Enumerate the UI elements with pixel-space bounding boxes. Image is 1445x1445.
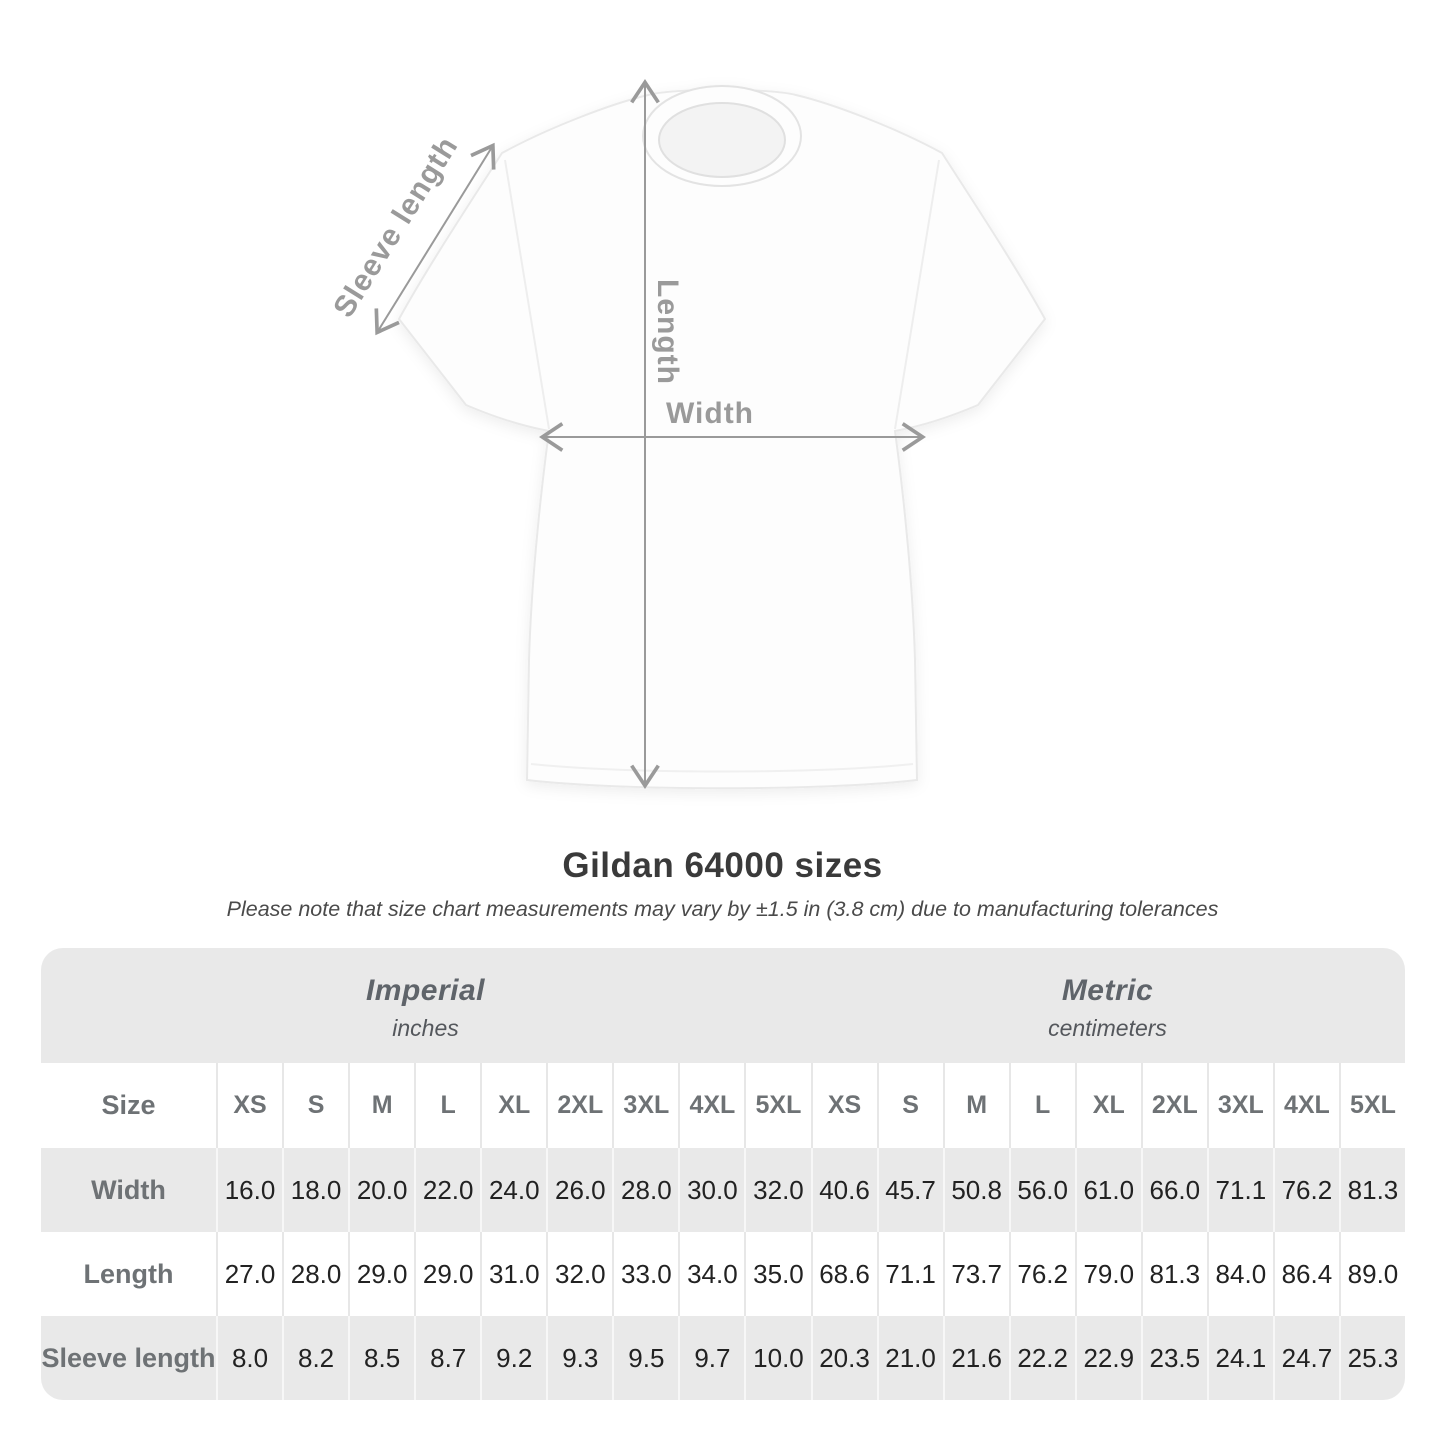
- page-title: Gildan 64000 sizes: [562, 846, 883, 885]
- sleeve-metric-value: 22.2: [1008, 1316, 1075, 1400]
- width-imperial-value: 16.0: [216, 1148, 282, 1232]
- length-imperial-value: 32.0: [546, 1232, 612, 1316]
- metric-unit: centimeters: [1048, 1014, 1167, 1041]
- sleeve-metric-value: 21.0: [876, 1316, 943, 1400]
- width-imperial-value: 28.0: [612, 1148, 678, 1232]
- length-metric-value: 68.6: [810, 1232, 877, 1316]
- right-sleeve-seam: [894, 159, 940, 430]
- width-metric-value: 56.0: [1008, 1148, 1075, 1232]
- table-header-band: Imperial inches Metric centimeters: [41, 948, 1405, 1063]
- sleeve-length-row: Sleeve length 8.0 8.2 8.5 8.7 9.2 9.3 9.…: [41, 1316, 1405, 1400]
- size-col-metric-m: M: [942, 1063, 1009, 1148]
- left-sleeve-seam: [504, 159, 550, 430]
- imperial-section-header: Imperial inches: [41, 948, 810, 1063]
- width-metric-value: 50.8: [942, 1148, 1009, 1232]
- size-col-imperial-m: M: [348, 1063, 414, 1148]
- size-col-imperial-2xl: 2XL: [546, 1063, 612, 1148]
- sleeve-imperial-value: 9.2: [480, 1316, 546, 1400]
- size-col-imperial-xl: XL: [480, 1063, 546, 1148]
- length-metric-value: 81.3: [1140, 1232, 1207, 1316]
- size-col-metric-s: S: [876, 1063, 943, 1148]
- width-imperial-value: 22.0: [414, 1148, 480, 1232]
- width-metric-value: 81.3: [1338, 1148, 1405, 1232]
- sleeve-imperial-value: 8.0: [216, 1316, 282, 1400]
- width-label: Width: [666, 397, 754, 430]
- width-imperial-value: 20.0: [348, 1148, 414, 1232]
- size-header-label: Size: [101, 1090, 156, 1120]
- width-metric-value: 71.1: [1206, 1148, 1273, 1232]
- size-col-metric-2xl: 2XL: [1140, 1063, 1207, 1148]
- length-imperial-value: 29.0: [414, 1232, 480, 1316]
- metric-title: Metric: [1061, 973, 1154, 1007]
- size-col-imperial-5xl: 5XL: [744, 1063, 810, 1148]
- width-imperial-value: 30.0: [678, 1148, 744, 1232]
- sleeve-metric-value: 20.3: [810, 1316, 877, 1400]
- imperial-title: Imperial: [365, 973, 486, 1007]
- size-col-imperial-4xl: 4XL: [678, 1063, 744, 1148]
- length-metric-value: 73.7: [942, 1232, 1009, 1316]
- width-metric-value: 76.2: [1272, 1148, 1339, 1232]
- width-imperial-value: 32.0: [744, 1148, 810, 1232]
- size-col-metric-3xl: 3XL: [1206, 1063, 1273, 1148]
- width-imperial-value: 18.0: [282, 1148, 348, 1232]
- size-col-imperial-l: L: [414, 1063, 480, 1148]
- size-col-metric-4xl: 4XL: [1272, 1063, 1339, 1148]
- width-row-label: Width: [91, 1174, 166, 1205]
- length-imperial-value: 28.0: [282, 1232, 348, 1316]
- size-table: Imperial inches Metric centimeters Size …: [41, 948, 1405, 1400]
- sleeve-metric-value: 22.9: [1074, 1316, 1141, 1400]
- length-imperial-value: 34.0: [678, 1232, 744, 1316]
- width-row: Width 16.0 18.0 20.0 22.0 24.0 26.0 28.0…: [41, 1148, 1405, 1232]
- size-header-row: Size XS S M L XL 2XL 3XL 4XL 5XL XS S M …: [41, 1063, 1405, 1148]
- sleeve-imperial-value: 9.5: [612, 1316, 678, 1400]
- length-metric-value: 84.0: [1206, 1232, 1273, 1316]
- length-imperial-value: 33.0: [612, 1232, 678, 1316]
- length-row-label: Length: [83, 1258, 174, 1289]
- sleeve-imperial-value: 8.7: [414, 1316, 480, 1400]
- metric-section-header: Metric centimeters: [810, 948, 1405, 1063]
- size-col-imperial-xs: XS: [216, 1063, 282, 1148]
- size-col-imperial-3xl: 3XL: [612, 1063, 678, 1148]
- collar-inner: [658, 102, 786, 178]
- size-col-metric-xs: XS: [810, 1063, 877, 1148]
- width-metric-value: 66.0: [1140, 1148, 1207, 1232]
- sleeve-imperial-value: 10.0: [744, 1316, 810, 1400]
- length-metric-value: 79.0: [1074, 1232, 1141, 1316]
- length-imperial-value: 29.0: [348, 1232, 414, 1316]
- size-col-imperial-s: S: [282, 1063, 348, 1148]
- length-metric-value: 89.0: [1338, 1232, 1405, 1316]
- width-imperial-value: 24.0: [480, 1148, 546, 1232]
- sleeve-length-arrow: [374, 142, 496, 336]
- length-imperial-value: 35.0: [744, 1232, 810, 1316]
- width-metric-value: 61.0: [1074, 1148, 1141, 1232]
- length-metric-value: 76.2: [1008, 1232, 1075, 1316]
- size-col-metric-l: L: [1008, 1063, 1075, 1148]
- sleeve-metric-value: 21.6: [942, 1316, 1009, 1400]
- size-col-metric-xl: XL: [1074, 1063, 1141, 1148]
- sleeve-metric-value: 25.3: [1338, 1316, 1405, 1400]
- width-imperial-value: 26.0: [546, 1148, 612, 1232]
- sleeve-metric-value: 23.5: [1140, 1316, 1207, 1400]
- imperial-unit: inches: [392, 1014, 459, 1041]
- sleeve-imperial-value: 9.3: [546, 1316, 612, 1400]
- sleeve-imperial-value: 9.7: [678, 1316, 744, 1400]
- width-metric-value: 40.6: [810, 1148, 877, 1232]
- hem-stitch: [530, 763, 914, 773]
- sleeve-imperial-value: 8.2: [282, 1316, 348, 1400]
- length-metric-value: 86.4: [1272, 1232, 1339, 1316]
- sleeve-length-row-label: Sleeve length: [41, 1342, 216, 1373]
- tshirt-measurement-figure: Sleeve length Length Width: [327, 79, 1047, 790]
- length-label: Length: [651, 279, 684, 385]
- size-col-metric-5xl: 5XL: [1338, 1063, 1405, 1148]
- page-subtitle: Please note that size chart measurements…: [226, 897, 1219, 921]
- length-imperial-value: 31.0: [480, 1232, 546, 1316]
- sleeve-metric-value: 24.7: [1272, 1316, 1339, 1400]
- sleeve-imperial-value: 8.5: [348, 1316, 414, 1400]
- sleeve-metric-value: 24.1: [1206, 1316, 1273, 1400]
- width-metric-value: 45.7: [876, 1148, 943, 1232]
- length-row: Length 27.0 28.0 29.0 29.0 31.0 32.0 33.…: [41, 1232, 1405, 1316]
- length-metric-value: 71.1: [876, 1232, 943, 1316]
- length-imperial-value: 27.0: [216, 1232, 282, 1316]
